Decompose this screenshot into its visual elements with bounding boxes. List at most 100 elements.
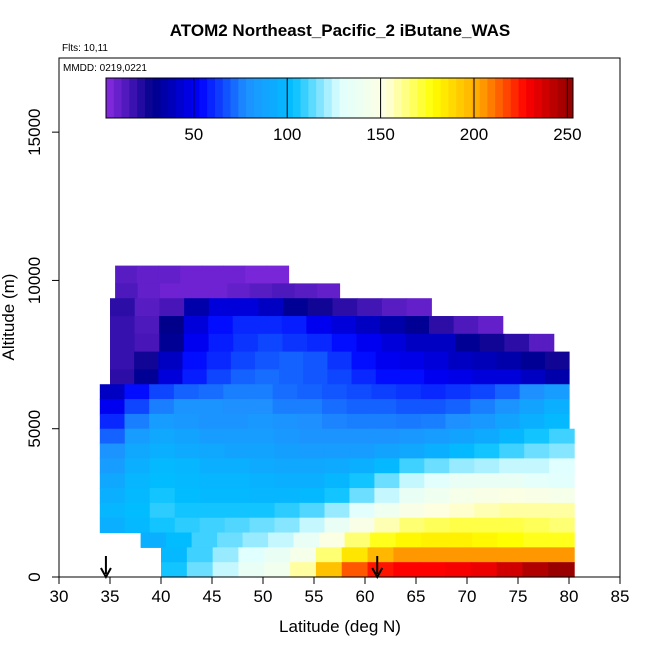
- heatmap-cell: [341, 547, 369, 563]
- heatmap-cell: [395, 532, 422, 548]
- colorbar-segment: [526, 78, 535, 118]
- colorbar-segment: [323, 78, 333, 118]
- heatmap-cell: [548, 562, 575, 578]
- heatmap-cell: [208, 316, 234, 335]
- heatmap-cell: [474, 517, 500, 534]
- heatmap-cell: [470, 547, 498, 563]
- y-tick-label: 0: [25, 572, 44, 581]
- colorbar-segment: [448, 78, 457, 118]
- heatmap-cell: [448, 351, 473, 370]
- heatmap-cell: [445, 413, 471, 430]
- heatmap-cell: [496, 369, 522, 385]
- colorbar-segment: [534, 78, 543, 118]
- heatmap-cell: [174, 443, 201, 459]
- x-tick-label: 30: [50, 587, 69, 606]
- heatmap-cell: [399, 369, 425, 385]
- heatmap-cell: [254, 369, 280, 385]
- colorbar-segment: [557, 78, 566, 118]
- heatmap-cell: [124, 384, 150, 400]
- heatmap-cell: [274, 517, 301, 534]
- colorbar-segment: [308, 78, 317, 118]
- heatmap-cell: [283, 298, 309, 317]
- colorbar-segment: [137, 78, 146, 118]
- heatmap-cell: [299, 428, 326, 445]
- flights-annotation: Flts: 10,11: [62, 43, 108, 54]
- heatmap-cell: [474, 502, 500, 519]
- heatmap-cell: [429, 316, 455, 335]
- heatmap-cell: [161, 562, 188, 578]
- heatmap-cell: [322, 384, 348, 400]
- heatmap-cell: [249, 283, 273, 299]
- heatmap-cell: [399, 458, 425, 474]
- heatmap-cell: [199, 488, 226, 504]
- y-tick-label: 15000: [25, 109, 44, 156]
- heatmap-cell: [524, 488, 550, 504]
- heatmap-cell: [134, 369, 159, 385]
- heatmap-cell: [448, 369, 473, 385]
- colorbar-segment: [401, 78, 411, 118]
- axes: 30 35 40 45 50 55 60 65 70 75 80 85 0 5000 10000 15000: [25, 109, 629, 606]
- colorbar-segment: [214, 78, 224, 118]
- heatmap-cell: [549, 428, 575, 445]
- heatmap-cell: [496, 562, 524, 578]
- heatmap-cell: [549, 517, 575, 534]
- heatmap-cell: [272, 283, 296, 299]
- heatmap-cell: [341, 562, 369, 578]
- heatmap-cell: [115, 265, 138, 284]
- heatmap-cell: [424, 517, 450, 534]
- heatmap-cell: [549, 488, 575, 504]
- heatmap-cell: [99, 399, 126, 415]
- heatmap-cell: [299, 517, 326, 534]
- heatmap-cell: [424, 458, 450, 474]
- colorbar: 50 100 150 200 250: [105, 77, 582, 144]
- heatmap-cell: [499, 488, 525, 504]
- heatmap-cell: [374, 517, 400, 534]
- heatmap-cell: [420, 399, 447, 415]
- heatmap-cell: [158, 351, 184, 370]
- heatmap-cell: [548, 532, 575, 548]
- colorbar-segment: [183, 78, 193, 118]
- heatmap-cell: [279, 351, 304, 370]
- heatmap-cell: [223, 265, 246, 284]
- heatmap-cell: [110, 351, 135, 370]
- heatmap-cell: [322, 399, 348, 415]
- heatmap-cell: [374, 473, 400, 489]
- heatmap-cell: [346, 413, 373, 430]
- x-tick-label: 35: [101, 587, 120, 606]
- heatmap-cell: [183, 316, 209, 335]
- heatmap-cell: [249, 443, 276, 459]
- heatmap-cell: [186, 562, 214, 578]
- colorbar-segment: [355, 78, 364, 118]
- heatmap-cell: [274, 458, 301, 474]
- heatmap-cell: [212, 562, 240, 578]
- heatmap-cell: [499, 428, 525, 445]
- heatmap-cell: [299, 488, 326, 504]
- heatmap-cell: [393, 562, 420, 578]
- heatmap-cell: [206, 369, 232, 385]
- heatmap-cell: [524, 517, 550, 534]
- heatmap-cell: [110, 369, 135, 385]
- heatmap-cell: [474, 488, 500, 504]
- heatmap-cell: [230, 351, 256, 370]
- heatmap-cell: [242, 532, 269, 548]
- heatmap-cell: [322, 413, 348, 430]
- heatmap-cell: [233, 333, 259, 353]
- heatmap-cell: [420, 413, 447, 430]
- heatmap-cell: [520, 369, 546, 385]
- heatmap-cell: [224, 428, 251, 445]
- heatmap-cell: [99, 413, 126, 430]
- heatmap-cell: [297, 413, 323, 430]
- heatmap-cell: [375, 369, 401, 385]
- heatmap-cell: [494, 413, 521, 430]
- heatmap-cells: [99, 265, 575, 578]
- x-tick-label: 75: [509, 587, 528, 606]
- heatmap-cell: [290, 547, 317, 563]
- heatmap-cell: [249, 502, 276, 519]
- heatmap-cell: [149, 384, 175, 400]
- colorbar-segment: [347, 78, 356, 118]
- heatmap-cell: [174, 428, 201, 445]
- colorbar-frame: [105, 77, 574, 119]
- heatmap-cell: [282, 333, 308, 353]
- heatmap-cell: [424, 502, 450, 519]
- heatmap-cell: [199, 428, 226, 445]
